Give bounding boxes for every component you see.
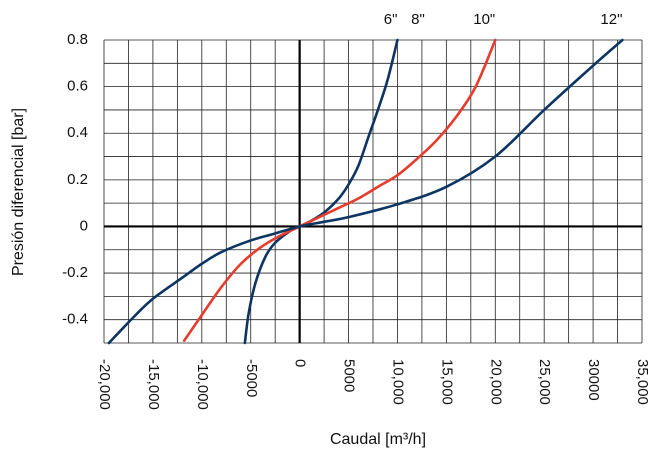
x-tick-label: 10,000 (389, 359, 406, 405)
grid (103, 39, 643, 344)
y-tick-label: 0 (80, 217, 88, 234)
x-tick-label: 20,000 (487, 359, 504, 405)
curve-label: 10" (473, 11, 495, 28)
y-tick-label: 0.4 (67, 124, 88, 141)
x-tick-label: -15,000 (145, 359, 162, 410)
x-tick-label: 0 (292, 359, 309, 367)
y-tick-label: -0.2 (62, 264, 88, 281)
y-tick-label: 0.8 (67, 31, 88, 48)
y-axis-title: Presión diferencial [bar] (10, 108, 27, 276)
x-tick-label: 15,000 (438, 359, 455, 405)
curve-label: 6" (384, 11, 398, 28)
x-tick-labels: -20,000 -15,000 -10,000 -5000 0 5000 10,000 15,… (96, 359, 651, 410)
x-tick-label: -10,000 (194, 359, 211, 410)
x-tick-label: 35,000 (634, 359, 651, 405)
x-tick-label: 5000 (341, 359, 358, 392)
axes (104, 40, 642, 343)
x-tick-label: 25,000 (536, 359, 553, 405)
curve-labels: 6" 8" 10" 12" (384, 11, 623, 28)
curve-label: 12" (600, 11, 622, 28)
y-tick-labels: -0.4 -0.2 0 0.2 0.4 0.6 0.8 (62, 31, 88, 328)
y-tick-label: -0.4 (62, 311, 88, 328)
series-group (107, 38, 624, 345)
x-tick-label: -5000 (243, 359, 260, 397)
curve-label: 8" (411, 11, 425, 28)
x-tick-label: 30000 (585, 359, 602, 401)
y-tick-label: 0.2 (67, 171, 88, 188)
series-line-12in (107, 38, 624, 345)
x-tick-label: -20,000 (96, 359, 113, 410)
x-axis-title: Caudal [m³/h] (330, 431, 426, 448)
series-line-6in (243, 38, 399, 345)
y-tick-label: 0.6 (67, 78, 88, 95)
series-line-8in (182, 38, 497, 342)
